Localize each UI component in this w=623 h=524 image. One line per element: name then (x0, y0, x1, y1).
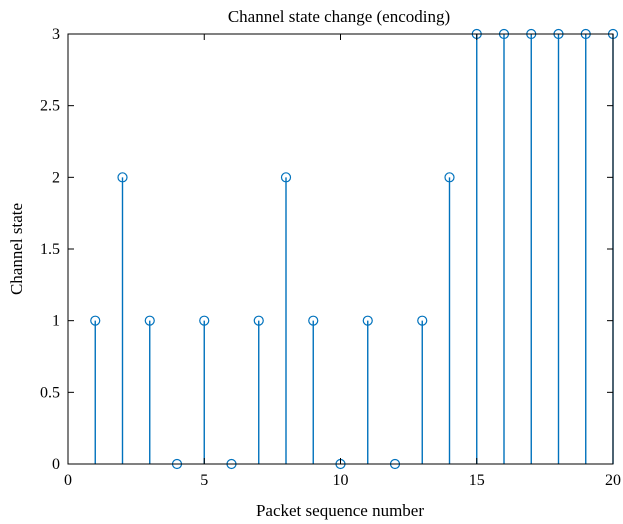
y-axis-label: Channel state (7, 203, 26, 295)
ticks-group: 0 5 10 15 20 0 0.5 1 1.5 2 2.5 3 (40, 26, 621, 489)
y-tick-label: 0.5 (40, 384, 60, 401)
x-tick-label: 15 (469, 472, 485, 489)
y-tick-label: 2 (52, 169, 60, 186)
stem-marker (362, 315, 373, 326)
chart-title: Channel state change (encoding) (228, 7, 450, 26)
stem-marker (280, 172, 292, 183)
y-tick-label: 0 (52, 456, 60, 473)
stem-marker (417, 315, 428, 326)
x-tick-label: 5 (200, 472, 208, 489)
x-tick-label: 10 (333, 472, 349, 489)
stem-marker (199, 315, 210, 326)
x-tick-label: 20 (605, 472, 621, 489)
stem-marker (308, 315, 319, 326)
y-tick-label: 1 (52, 313, 60, 330)
y-tick-label: 2.5 (40, 98, 60, 115)
stem-marker (144, 315, 155, 326)
x-axis-label: Packet sequence number (256, 501, 424, 520)
y-tick-label: 3 (52, 26, 60, 43)
x-tick-label: 0 (64, 472, 72, 489)
stem-marker (117, 172, 128, 183)
stem-marker (444, 172, 455, 183)
y-tick-label: 1.5 (40, 241, 60, 258)
stem-marker (90, 315, 101, 326)
stem-marker (253, 315, 264, 326)
